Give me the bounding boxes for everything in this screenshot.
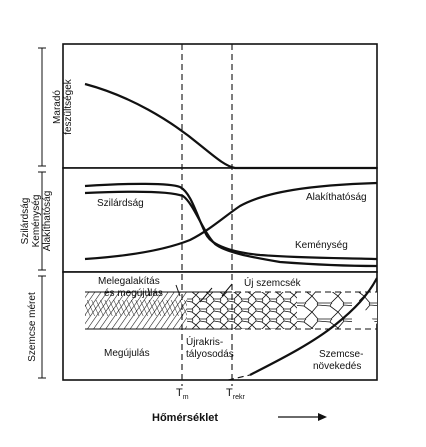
hardness-label: Keménység [295, 240, 348, 251]
grain-growth-label-line2: növekedés [313, 361, 361, 372]
x-axis-title: Hőmérséklet [152, 412, 218, 424]
tm-tick-label: Tm [176, 387, 189, 401]
grain-structure [85, 277, 377, 380]
y-label-grain-size: Szemcse méret [27, 292, 38, 362]
grain-growth-curve [249, 277, 377, 376]
recrystallization-label-line1: Újrakris- [186, 335, 223, 348]
y-label-props-line1: Szilárdság [20, 198, 31, 245]
y-label-props-line3: Alakíthatóság [42, 191, 53, 252]
strength-curve [84, 182, 378, 261]
trekr-tick-label: Trekr [226, 387, 245, 401]
new-grains-label: Új szemcsék [244, 276, 302, 289]
ductility-label: Alakíthatóság [306, 192, 367, 203]
hot-forming-leader [147, 284, 181, 297]
y-label-residual-line2: feszültségek [63, 78, 74, 135]
y-label-residual-line1: Maradó [52, 90, 63, 124]
residual-stress-curve [84, 82, 377, 170]
hot-forming-label-line1: Melegalakítás [98, 276, 160, 287]
ductility-curve [84, 181, 378, 261]
strength-label: Szilárdság [97, 198, 144, 209]
grain-growth-label-line1: Szemcse- [319, 349, 363, 360]
recovery-label: Megújulás [104, 348, 150, 359]
y-label-brackets [38, 47, 46, 379]
y-label-props-line2: Keménység [31, 195, 42, 248]
new-grains-leader [199, 283, 233, 303]
hardness-curve [84, 190, 378, 268]
x-axis-arrow-icon [278, 413, 327, 421]
residual-stress-panel [62, 43, 378, 169]
recrystallization-label-line2: tályosodás [186, 349, 234, 360]
hot-forming-label-line2: és megújulás [104, 288, 163, 299]
